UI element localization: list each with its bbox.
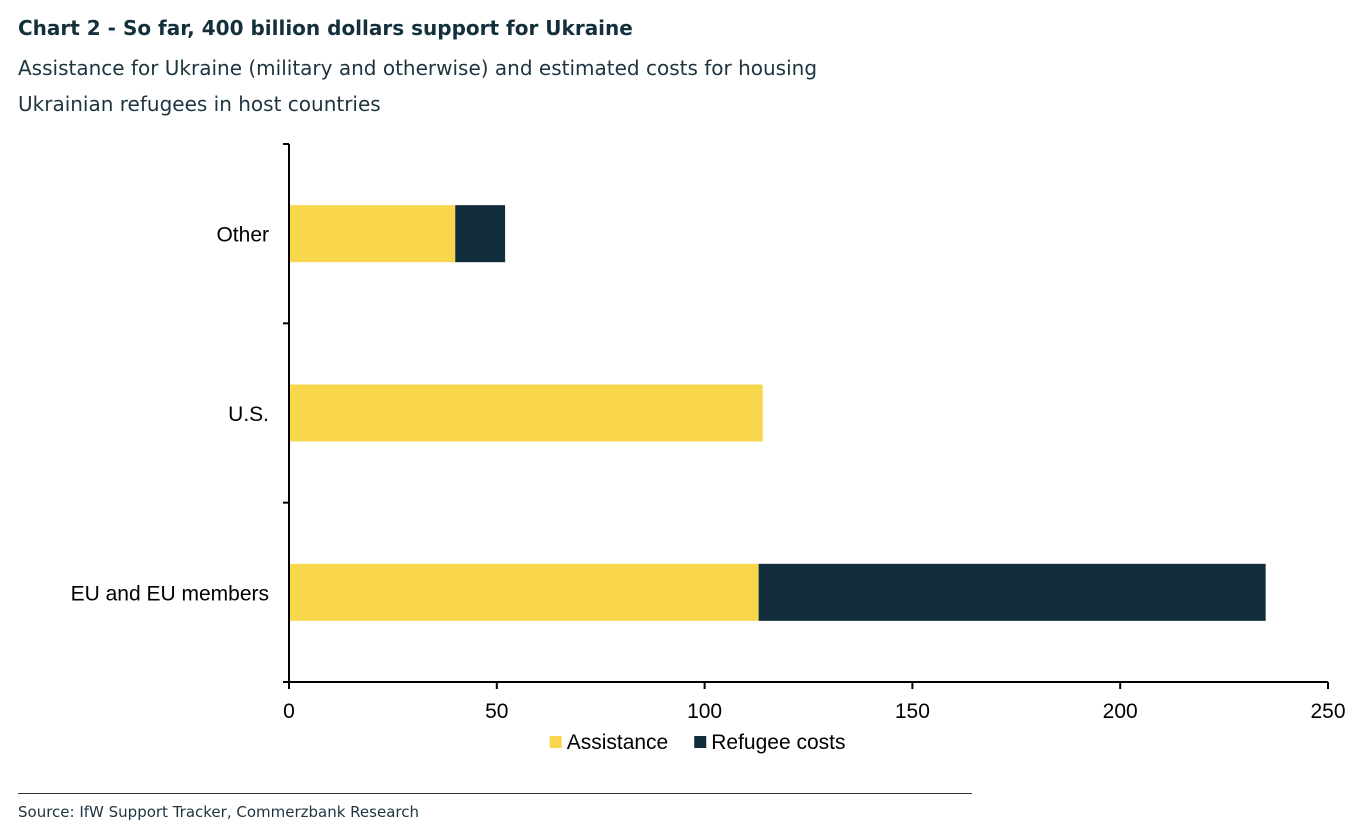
- bar-assistance-u-s-: [289, 384, 763, 442]
- legend: Assistance Refugee costs: [549, 731, 845, 754]
- x-tick-label: 250: [1310, 700, 1345, 723]
- x-tick-label: 100: [687, 700, 722, 723]
- source-note: Source: IfW Support Tracker, Commerzbank…: [18, 803, 419, 821]
- category-label: U.S.: [228, 403, 269, 426]
- category-label: Other: [216, 224, 269, 247]
- axes-group: [283, 143, 1329, 689]
- bars-group: [289, 205, 1266, 621]
- bar-chart: Other U.S. EU and EU members 0 50 100 150 200 2…: [71, 143, 1346, 754]
- x-tick-label: 200: [1103, 700, 1138, 723]
- bar-refugee-costs-eu-and-eu-members: [758, 563, 1266, 621]
- chart-subtitle: Assistance for Ukraine (military and oth…: [18, 56, 818, 116]
- legend-swatch-refugee-costs: [694, 736, 707, 748]
- x-tick-labels: 0 50 100 150 200 250: [283, 700, 1345, 723]
- legend-label-refugee-costs: Refugee costs: [711, 731, 845, 754]
- x-tick-label: 150: [895, 700, 930, 723]
- x-tick-label: 50: [485, 700, 508, 723]
- category-labels: Other U.S. EU and EU members: [71, 224, 269, 606]
- chart-title: Chart 2 - So far, 400 billion dollars su…: [18, 16, 633, 40]
- bar-refugee-costs-other: [455, 205, 506, 263]
- legend-label-assistance: Assistance: [567, 731, 669, 754]
- x-tick-label: 0: [283, 700, 295, 723]
- legend-swatch-assistance: [549, 736, 562, 748]
- source-divider: [18, 793, 972, 794]
- bar-assistance-eu-and-eu-members: [289, 563, 759, 621]
- category-label: EU and EU members: [71, 582, 269, 605]
- bar-assistance-other: [289, 205, 456, 263]
